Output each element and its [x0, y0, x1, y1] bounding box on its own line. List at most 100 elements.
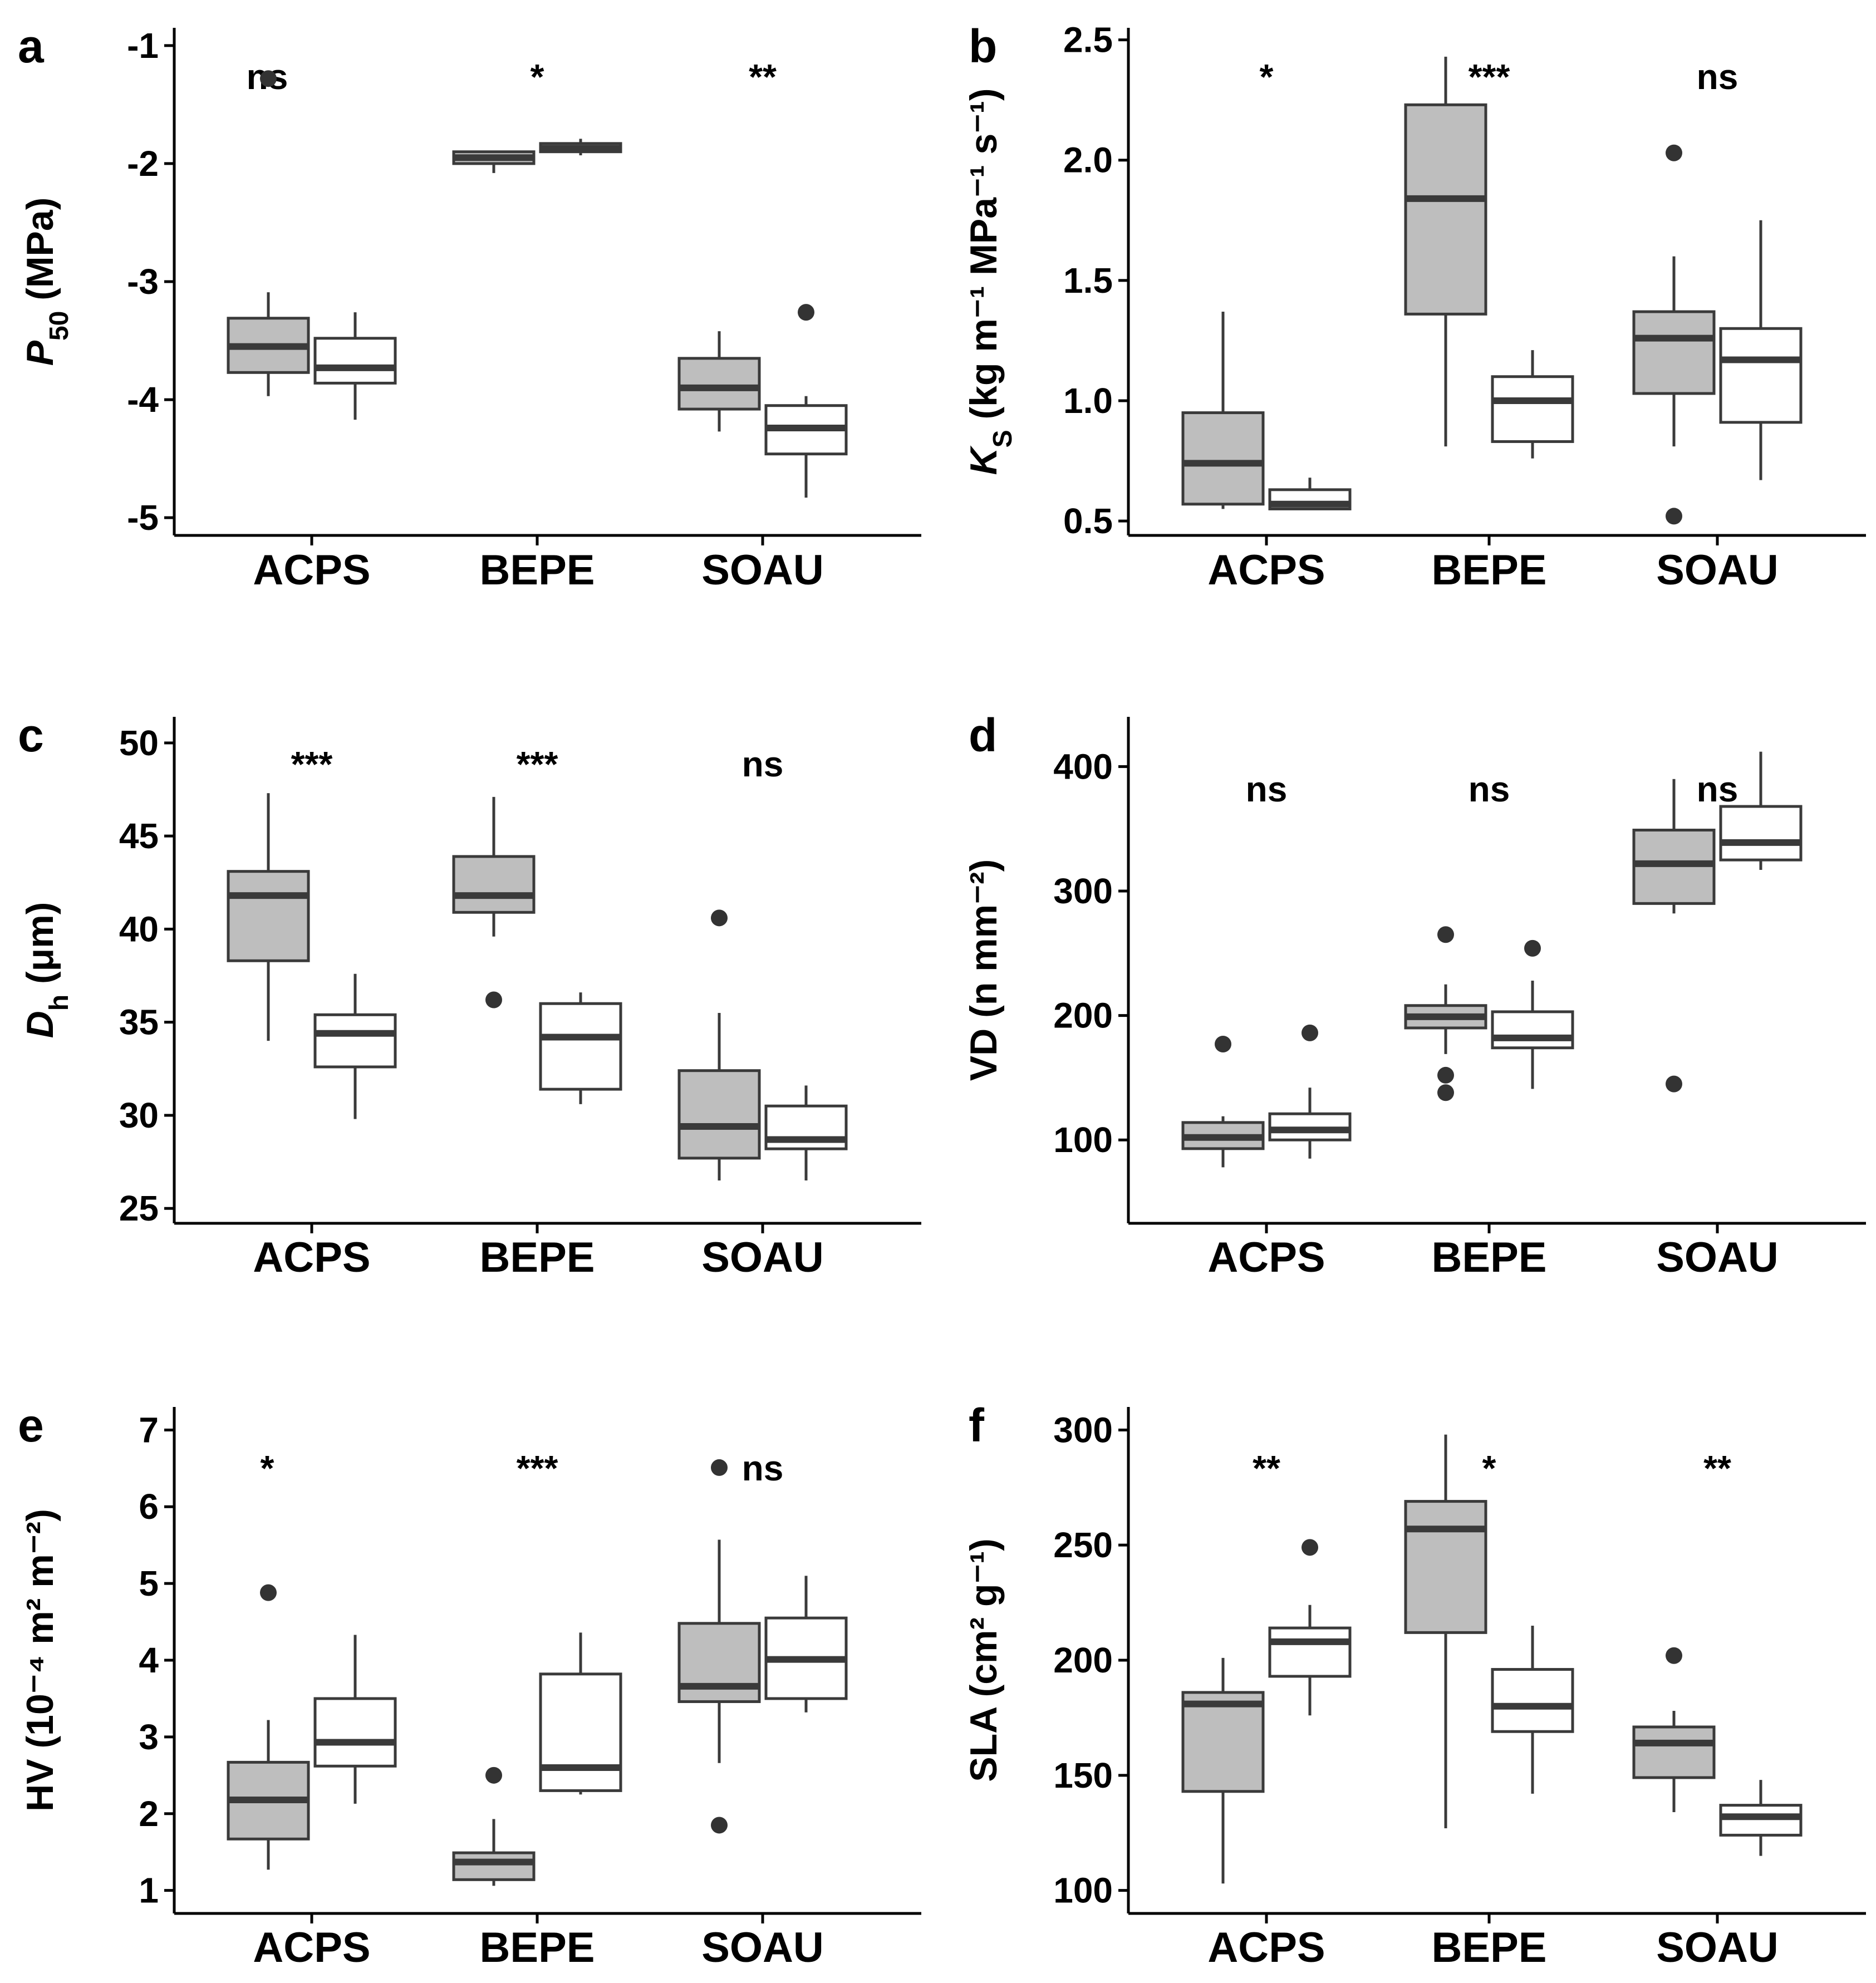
box-acps-shaded	[227, 1584, 310, 1870]
box-body	[1181, 1691, 1265, 1793]
y-tick-label: 0.5	[1063, 501, 1113, 541]
outlier-point	[1666, 508, 1682, 525]
significance-label: *	[531, 57, 544, 97]
y-tick-label: -4	[127, 380, 159, 420]
panel-b: b 0.5 1.0 1.5 2.0 2.5 KS (kg m⁻¹ MPa⁻¹ s⁻¹) ACP…	[962, 20, 1866, 594]
box-bepe-shaded	[452, 1767, 536, 1886]
box-acps-shaded	[1181, 312, 1265, 509]
y-title-unit: (kg m⁻¹ MPa⁻¹ s⁻¹)	[962, 88, 1005, 430]
box-body	[1632, 1725, 1716, 1779]
box-bepe-open	[539, 1632, 622, 1795]
outlier-point	[1437, 926, 1454, 943]
panel-letter: c	[18, 709, 44, 761]
outlier-point	[1215, 1036, 1231, 1053]
box-body	[313, 1013, 397, 1069]
outlier-point	[260, 70, 277, 87]
box-soau-open	[764, 304, 848, 498]
y-title-main: K	[962, 445, 1005, 475]
box-acps-shaded	[227, 70, 310, 396]
significance-label: ***	[1469, 57, 1510, 97]
box-soau-shaded	[677, 331, 761, 432]
y-tick-label: 7	[139, 1410, 159, 1450]
y-title-main: HV	[19, 1759, 61, 1811]
box-body	[1719, 327, 1803, 424]
outlier-point	[711, 1459, 728, 1476]
box-bepe-open	[1491, 350, 1574, 459]
y-tick-label: 45	[119, 816, 159, 856]
box-soau-open	[1719, 220, 1803, 480]
x-tick-label: SOAU	[701, 1234, 824, 1281]
y-title-subscript: S	[988, 430, 1018, 447]
y-title-main: P	[19, 340, 61, 366]
box-bepe-open	[1491, 939, 1574, 1089]
y-tick-label: 300	[1053, 1410, 1113, 1450]
y-axis-title: KS (kg m⁻¹ MPa⁻¹ s⁻¹)	[962, 88, 1018, 475]
x-tick-label: ACPS	[1207, 1234, 1325, 1281]
x-tick-label: BEPE	[480, 547, 595, 594]
significance-label: ns	[742, 1448, 784, 1488]
y-title-main: D	[19, 1011, 61, 1038]
box-body	[677, 1069, 761, 1160]
box-body	[452, 855, 536, 914]
box-acps-shaded	[227, 793, 310, 1041]
box-acps-open	[1268, 478, 1352, 510]
y-tick-label: 2.0	[1063, 140, 1113, 180]
panel-letter: a	[18, 20, 45, 72]
outlier-point	[1437, 1066, 1454, 1084]
y-title-main: SLA	[962, 1707, 1005, 1782]
outlier-point	[485, 1767, 502, 1784]
box-body	[313, 1697, 397, 1768]
box-bepe-open	[539, 992, 622, 1104]
x-tick-label: ACPS	[253, 1234, 370, 1281]
x-tick-label: BEPE	[1432, 1234, 1547, 1281]
box-body	[1632, 310, 1716, 395]
significance-label: *	[1482, 1448, 1496, 1488]
outlier-point	[485, 991, 502, 1008]
significance-label: **	[1253, 1448, 1280, 1488]
y-axis-title: P50 (MPa)	[19, 198, 74, 366]
box-body	[452, 1851, 536, 1881]
box-soau-shaded	[677, 909, 761, 1181]
panel-f: f 100 150 200 250 300 SLA (cm² g⁻¹) ACPS ** BEPE *…	[962, 1399, 1866, 1971]
y-title-subscript: 50	[45, 311, 74, 341]
y-axis-title: HV (10⁻⁴ m² m⁻²)	[19, 1509, 61, 1812]
y-tick-label: 40	[119, 909, 159, 949]
outlier-point	[260, 1584, 277, 1601]
box-bepe-shaded	[1404, 56, 1487, 447]
box-soau-shaded	[1632, 144, 1716, 525]
x-tick-label: SOAU	[1656, 547, 1779, 594]
panel-e: e 1 2 3 4 5 6 7 HV (10⁻⁴ m² m⁻²) ACPS * BEPE *** SOAU…	[18, 1399, 921, 1971]
y-tick-label: -3	[127, 262, 159, 302]
panel-c: c 25 30 35 40 45 50 Dh (μm) ACPS *** BEPE *** SOAU ns	[18, 709, 921, 1281]
x-tick-label: ACPS	[253, 1924, 370, 1971]
box-body	[1268, 1626, 1352, 1678]
y-tick-label: 400	[1053, 746, 1113, 786]
significance-label: ns	[1246, 769, 1288, 809]
y-axis-title: Dh (μm)	[19, 902, 74, 1039]
y-tick-label: 4	[139, 1640, 159, 1680]
y-title-unit: (n mm⁻²)	[962, 859, 1005, 1029]
y-tick-label: 2.5	[1063, 20, 1113, 60]
box-acps-open	[313, 312, 397, 420]
outlier-point	[1302, 1539, 1318, 1556]
panel-letter: e	[18, 1399, 44, 1451]
box-body	[1491, 1010, 1574, 1050]
box-soau-open	[764, 1576, 848, 1713]
box-bepe-open	[539, 139, 622, 156]
outlier-point	[1302, 1024, 1318, 1041]
y-tick-label: 1.0	[1063, 381, 1113, 421]
y-tick-label: -1	[127, 26, 159, 66]
box-acps-shaded	[1181, 1657, 1265, 1884]
y-tick-label: 200	[1053, 996, 1113, 1036]
x-tick-label: ACPS	[1207, 1924, 1325, 1971]
outlier-point	[1524, 939, 1541, 957]
significance-label: ***	[291, 744, 333, 784]
box-soau-shaded	[1632, 779, 1716, 1093]
box-acps-open	[1268, 1539, 1352, 1716]
outlier-point	[1437, 1084, 1454, 1101]
significance-label: ns	[1697, 57, 1739, 97]
box-soau-open	[1719, 751, 1803, 870]
box-body	[1181, 411, 1265, 506]
box-acps-open	[313, 973, 397, 1119]
